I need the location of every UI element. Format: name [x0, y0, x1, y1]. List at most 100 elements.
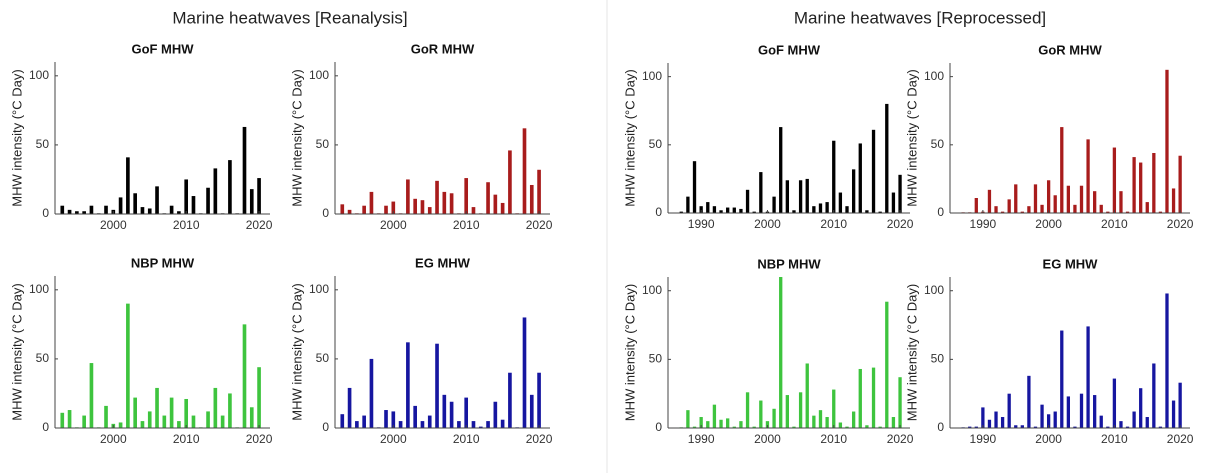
y-tick-label: 50 [36, 351, 50, 365]
y-tick-label: 0 [937, 420, 944, 434]
bar [82, 415, 86, 428]
y-tick-label: 100 [924, 69, 944, 83]
bar [732, 426, 736, 428]
bar [825, 417, 829, 428]
bar [147, 208, 152, 214]
bar [442, 394, 447, 428]
bar [471, 421, 476, 428]
bar [384, 205, 388, 214]
bar [1027, 375, 1031, 428]
bar [818, 410, 823, 428]
bar [898, 174, 902, 213]
bar [391, 411, 396, 428]
bar [435, 343, 439, 428]
bar [413, 405, 417, 428]
x-tick-label: 2020 [1167, 432, 1194, 446]
bar [1066, 396, 1070, 428]
bar [772, 408, 776, 428]
bar [537, 169, 541, 214]
bar [1073, 426, 1077, 428]
bar [712, 206, 717, 213]
bar [726, 207, 730, 213]
x-tick-label: 2010 [820, 432, 847, 446]
bar [362, 415, 366, 428]
bar [104, 405, 108, 428]
bar [508, 150, 512, 214]
y-tick-label: 100 [29, 282, 49, 296]
y-tick-label: 0 [322, 206, 329, 220]
chart-title: GoF MHW [758, 42, 821, 57]
bar [752, 211, 756, 213]
bar [818, 203, 823, 213]
figure-title: Marine heatwaves [Reanalysis] [172, 8, 407, 27]
bar [851, 411, 856, 428]
y-axis-label: MHW intensity (°C Day) [622, 69, 637, 206]
bar [699, 417, 703, 428]
bar [1125, 211, 1130, 213]
bar [1171, 400, 1176, 428]
bar [347, 209, 352, 214]
bar [792, 426, 796, 428]
bar [249, 189, 254, 214]
bar [1093, 395, 1097, 428]
x-tick-label: 2020 [887, 217, 914, 231]
bar [1171, 188, 1176, 213]
bar [1145, 202, 1149, 213]
bar [1099, 204, 1103, 213]
bar [413, 198, 417, 214]
bar [706, 421, 710, 428]
x-tick-label: 1990 [970, 432, 997, 446]
bar [1112, 147, 1117, 213]
bar [871, 129, 876, 213]
bar [133, 397, 137, 428]
bar [1139, 162, 1143, 213]
bar [213, 387, 218, 428]
bar [706, 202, 710, 213]
bar [427, 415, 432, 428]
bar [1178, 155, 1182, 213]
y-tick-label: 100 [309, 282, 329, 296]
x-tick-label: 2000 [100, 218, 127, 232]
x-tick-label: 2000 [754, 432, 781, 446]
bar [1079, 185, 1084, 213]
bar [257, 178, 261, 214]
bar [1040, 204, 1044, 213]
bar [155, 387, 159, 428]
bar [347, 387, 352, 428]
bar [878, 211, 882, 213]
x-tick-label: 2000 [1035, 217, 1062, 231]
bar [739, 421, 743, 428]
bar [398, 421, 403, 428]
bar [435, 180, 439, 214]
bar [679, 211, 683, 213]
bar [871, 367, 876, 428]
bar [1158, 426, 1163, 428]
bar [493, 194, 498, 214]
bar [719, 210, 723, 213]
bar [67, 209, 72, 214]
bar [1158, 211, 1163, 213]
bar [1027, 206, 1031, 213]
bar [739, 208, 743, 213]
bar [486, 421, 490, 428]
bar [1066, 185, 1070, 213]
bar [752, 426, 756, 428]
bar [147, 411, 152, 428]
bar [885, 103, 889, 213]
bar [340, 204, 345, 214]
y-tick-label: 100 [642, 69, 662, 83]
bar [719, 419, 723, 428]
x-tick-label: 2010 [173, 218, 200, 232]
bar [1145, 417, 1149, 428]
bar [1007, 199, 1011, 213]
bar [772, 196, 776, 213]
x-tick-label: 2020 [526, 432, 553, 446]
chart-title: GoR MHW [1038, 42, 1102, 57]
y-tick-label: 50 [931, 137, 945, 151]
bar [449, 401, 454, 428]
bar [845, 206, 849, 213]
y-tick-label: 0 [42, 206, 49, 220]
bar [891, 417, 896, 428]
bar [493, 401, 498, 428]
